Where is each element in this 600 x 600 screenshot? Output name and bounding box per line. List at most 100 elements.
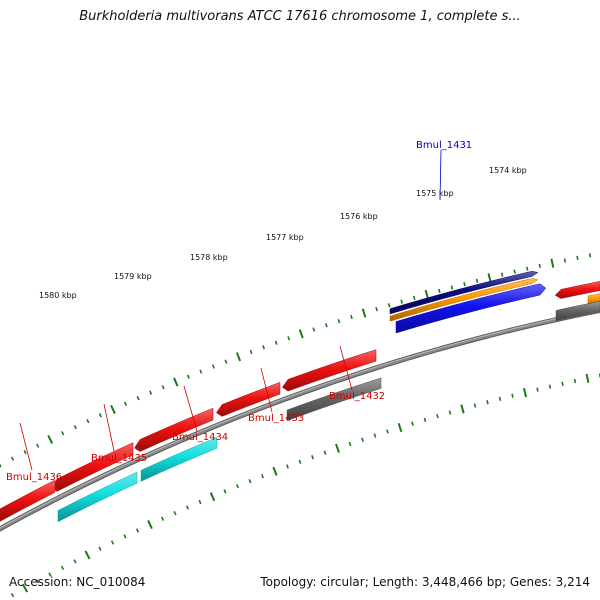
genes-label: Genes: xyxy=(509,575,552,589)
minor-tick xyxy=(185,505,190,510)
minor-tick xyxy=(548,384,552,389)
gene-bmul-1431-orange[interactable] xyxy=(389,278,539,322)
gene-labels[interactable]: Bmul_1431 Bmul_1432 Bmul_1433 Bmul_1434 Bmul… xyxy=(6,140,472,483)
minor-tick xyxy=(526,266,529,271)
major-tick xyxy=(173,377,179,387)
minor-tick xyxy=(312,327,316,332)
minor-tick xyxy=(375,306,378,312)
major-tick xyxy=(235,352,242,362)
gene-bmul-1431[interactable] xyxy=(395,283,547,334)
minor-tick xyxy=(199,369,203,374)
gene-label[interactable]: Bmul_1434 xyxy=(172,432,228,443)
major-tick xyxy=(209,492,216,502)
minor-tick xyxy=(513,269,516,274)
accession-label: Accession: xyxy=(9,575,73,589)
minor-tick xyxy=(136,396,140,401)
major-tick xyxy=(397,422,403,433)
leader-line xyxy=(439,149,442,201)
leader-line xyxy=(183,385,198,432)
gene-upper-right[interactable] xyxy=(554,281,600,299)
minor-tick xyxy=(386,429,389,434)
map-title: Burkholderia multivorans ATCC 17616 chro… xyxy=(79,9,521,24)
minor-tick xyxy=(337,318,341,324)
minor-tick xyxy=(73,559,77,564)
genes-value: 3,214 xyxy=(555,575,590,589)
minor-tick xyxy=(10,592,15,598)
kbp-labels: 1574 kbp 1575 kbp 1576 kbp 1577 kbp 1578 kbp… xyxy=(39,166,527,300)
minor-tick xyxy=(248,479,252,484)
length-value: 3,448,466 bp xyxy=(421,575,502,589)
topology-value: circular xyxy=(320,575,365,589)
leader-line xyxy=(19,422,33,471)
gene-label[interactable]: Bmul_1431 xyxy=(416,140,472,151)
gene-bmul-1433[interactable] xyxy=(216,381,281,417)
gene-bmul-1431-navy[interactable] xyxy=(389,270,539,315)
minor-tick xyxy=(86,418,90,424)
gene-track[interactable] xyxy=(0,270,600,523)
minor-tick xyxy=(350,314,353,320)
minor-tick xyxy=(161,385,165,390)
backbone-line xyxy=(0,308,600,531)
minor-tick xyxy=(23,449,27,455)
minor-tick xyxy=(98,413,102,418)
minor-tick xyxy=(186,374,190,379)
minor-tick xyxy=(236,484,239,489)
gene-label[interactable]: Bmul_1433 xyxy=(248,413,304,424)
outer-tick-ring xyxy=(0,253,592,468)
major-tick xyxy=(361,308,367,318)
gene-bmul-1432-gray[interactable] xyxy=(286,377,382,422)
minor-tick xyxy=(324,323,328,328)
leader-line xyxy=(339,345,353,391)
genome-stats-footer: Topology: circular; Length: 3,448,466 bp… xyxy=(260,575,590,589)
minor-tick xyxy=(412,295,416,301)
minor-tick xyxy=(198,499,202,505)
gene-label[interactable]: Bmul_1436 xyxy=(6,472,62,483)
gene-label[interactable]: Bmul_1432 xyxy=(329,391,385,402)
gene-label[interactable]: Bmul_1435 xyxy=(91,453,147,464)
minor-tick xyxy=(262,345,266,350)
major-tick xyxy=(550,258,555,268)
minor-tick xyxy=(536,387,539,392)
minor-tick xyxy=(274,340,278,345)
minor-tick xyxy=(576,255,579,260)
minor-tick xyxy=(573,378,577,384)
minor-tick xyxy=(400,299,404,304)
major-tick xyxy=(298,329,304,339)
major-tick xyxy=(335,443,340,453)
kbp-label: 1577 kbp xyxy=(266,233,304,242)
minor-tick xyxy=(311,455,314,460)
minor-tick xyxy=(224,359,228,364)
minor-tick xyxy=(348,441,352,447)
major-tick xyxy=(272,466,278,476)
minor-tick xyxy=(438,288,441,294)
minor-tick xyxy=(223,489,227,494)
kbp-label: 1574 kbp xyxy=(489,166,527,175)
minor-tick xyxy=(563,258,567,263)
major-tick xyxy=(424,289,429,299)
major-tick xyxy=(21,583,29,593)
minor-tick xyxy=(423,417,427,422)
major-tick xyxy=(110,404,116,414)
gene-bmul-1436[interactable] xyxy=(0,479,56,522)
minor-tick xyxy=(110,540,115,545)
kbp-label: 1575 kbp xyxy=(416,189,454,198)
backbone-highlight xyxy=(0,308,600,529)
gene-bmul-1432[interactable] xyxy=(282,349,377,392)
major-tick xyxy=(522,388,528,398)
minor-tick xyxy=(500,272,504,277)
minor-tick xyxy=(261,474,264,479)
gene-bmul-1435[interactable] xyxy=(51,442,134,492)
minor-tick xyxy=(588,253,592,258)
minor-tick xyxy=(173,510,177,516)
minor-tick xyxy=(323,450,327,455)
minor-tick xyxy=(123,534,127,539)
minor-tick xyxy=(35,579,40,584)
minor-tick xyxy=(498,396,502,402)
gene-bmul-1435-cyan[interactable] xyxy=(57,471,138,523)
minor-tick xyxy=(286,464,289,469)
minor-tick xyxy=(463,282,466,287)
gene-right-gray[interactable] xyxy=(555,300,600,322)
gene-bmul-1434-cyan[interactable] xyxy=(140,436,218,482)
minor-tick xyxy=(10,456,15,461)
inner-tick-ring xyxy=(10,373,600,598)
